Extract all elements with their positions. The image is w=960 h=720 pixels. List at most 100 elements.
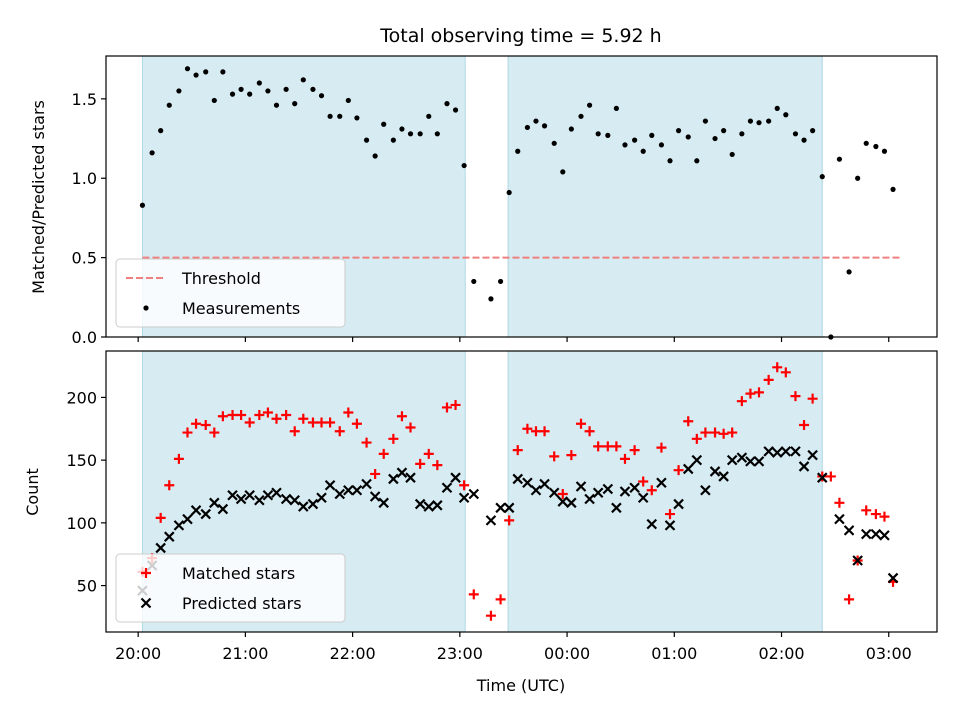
data-point — [388, 473, 399, 485]
data-point — [586, 102, 593, 108]
data-point — [691, 433, 702, 444]
data-point — [726, 454, 738, 466]
data-point — [468, 589, 479, 600]
data-point — [307, 417, 318, 428]
data-point — [595, 131, 601, 137]
data-point — [289, 426, 300, 437]
data-point — [756, 120, 762, 126]
x-tick-label: 02:00 — [758, 644, 804, 663]
data-point — [694, 158, 700, 164]
x-tick-label: 01:00 — [651, 644, 697, 663]
bottom-y-tick-label: 100 — [66, 514, 97, 533]
data-point — [298, 413, 309, 424]
data-point — [370, 468, 381, 479]
data-point — [541, 123, 548, 129]
data-point — [415, 458, 426, 469]
data-point — [658, 142, 665, 148]
data-point — [682, 463, 694, 475]
data-point — [522, 477, 533, 488]
data-point — [238, 86, 244, 92]
data-point — [390, 137, 396, 143]
data-point — [843, 525, 855, 536]
data-point — [173, 453, 184, 464]
data-point — [388, 433, 399, 444]
data-point — [506, 189, 512, 196]
data-point — [149, 150, 155, 156]
data-point — [351, 418, 362, 429]
data-point — [497, 278, 504, 285]
data-point — [646, 485, 657, 496]
data-point — [605, 132, 611, 138]
top-y-tick-label: 0.0 — [72, 328, 97, 347]
x-tick-label: 20:00 — [115, 644, 161, 663]
data-point — [656, 442, 667, 453]
bottom-y-tick-label: 150 — [66, 451, 97, 470]
data-point — [584, 493, 595, 505]
chart-title: Total observing time = 5.92 h — [379, 25, 661, 47]
data-point — [166, 102, 172, 108]
data-point — [575, 481, 587, 492]
data-point — [834, 513, 845, 525]
data-point — [524, 124, 530, 131]
data-point — [515, 148, 521, 154]
data-point — [337, 113, 343, 119]
data-point — [193, 72, 199, 78]
data-point — [372, 153, 378, 159]
matched-stars-series — [137, 362, 899, 621]
data-point — [155, 542, 166, 554]
data-point — [281, 409, 292, 420]
data-point — [566, 450, 577, 461]
data-point — [363, 137, 370, 143]
data-point — [378, 497, 389, 509]
data-point — [200, 420, 211, 431]
data-point — [504, 515, 515, 526]
x-axis-label: Time (UTC) — [476, 676, 565, 695]
data-point — [450, 399, 461, 410]
data-point — [890, 186, 896, 192]
data-point — [560, 169, 566, 175]
measurements-series — [139, 66, 896, 340]
data-point — [254, 495, 265, 506]
data-point — [459, 480, 470, 491]
data-point — [283, 86, 289, 92]
data-point — [316, 417, 327, 428]
data-point — [807, 449, 818, 461]
data-point — [801, 137, 807, 143]
data-point — [774, 105, 780, 111]
data-point — [468, 488, 480, 500]
legend-label: Matched stars — [182, 564, 295, 583]
data-point — [783, 112, 789, 118]
data-point — [753, 456, 765, 467]
data-point — [798, 461, 810, 472]
top-axes-frame — [105, 55, 938, 338]
data-point — [158, 128, 164, 134]
data-point — [512, 473, 524, 485]
data-point — [613, 105, 619, 111]
data-point — [381, 121, 387, 127]
data-point — [200, 508, 211, 520]
bottom-panel: 50 100 150 200 20:00 21:00 22:00 23:00 00:00 01:0… — [66, 350, 938, 663]
data-point — [700, 484, 711, 496]
data-point — [685, 134, 691, 140]
data-point — [434, 131, 440, 137]
data-point — [182, 513, 193, 525]
bottom-shaded-span-2 — [507, 350, 823, 633]
data-point — [718, 471, 729, 482]
legend-label: Threshold — [181, 269, 261, 288]
x-tick-label: 03:00 — [866, 644, 912, 663]
data-point — [203, 69, 209, 75]
data-point — [718, 428, 729, 439]
data-point — [745, 388, 756, 399]
legend-predicted-swatch — [140, 597, 152, 609]
data-point — [602, 441, 613, 452]
data-point — [461, 162, 467, 169]
data-point — [220, 69, 226, 75]
data-point — [844, 594, 855, 605]
data-point — [721, 128, 727, 134]
data-point — [665, 509, 676, 520]
data-point — [879, 511, 890, 522]
data-point — [754, 387, 765, 398]
data-point — [790, 391, 801, 402]
data-point — [673, 465, 684, 476]
data-point — [792, 131, 799, 137]
